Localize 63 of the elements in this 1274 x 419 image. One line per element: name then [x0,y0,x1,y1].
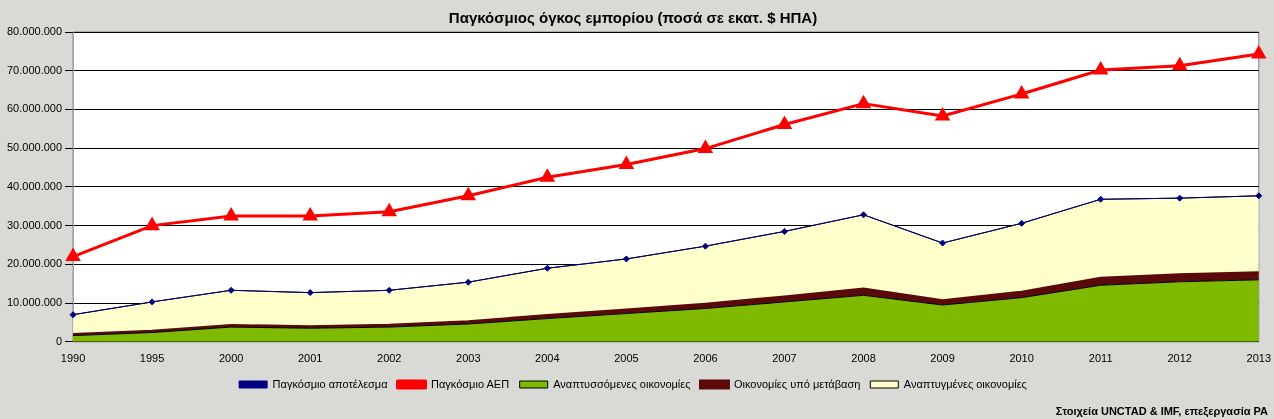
y-tick-label: 80.000.000 [6,25,63,38]
chart-title: Παγκόσμιος όγκος εμπορίου (ποσά σε εκατ. $ ΗΠΑ) [448,9,818,27]
point [622,255,630,263]
text: Στοιχεία UNCTAD & IMF, επεξεργασία PA [1055,405,1268,417]
point [698,141,713,154]
y-tick-label: 10.000.000 [6,296,63,309]
x-tick-label: 1995 [139,352,165,365]
y-tick-label: 30.000.000 [6,218,63,231]
point [543,264,551,272]
x-tick-label: 2011 [1088,352,1113,365]
point [619,156,634,169]
y-tick-label: 40.000.000 [6,179,63,192]
legend-label: Οικονομίες υπό μετάβαση [733,377,861,390]
point [385,286,393,294]
point [1176,194,1184,202]
x-tick-label: 2013 [1246,352,1272,365]
point [1093,62,1108,75]
legend-label: Παγκόσμιο ΑΕΠ [431,377,510,390]
legend-label: Αναπτυσσόμενες οικονομίες [553,377,691,390]
point [777,117,792,130]
point [1018,219,1026,227]
point [1173,58,1187,71]
point [1255,192,1263,200]
point [148,298,156,306]
y-tick-label: 60.000.000 [6,102,63,115]
y-tick-label: 20.000.000 [6,257,63,270]
point [701,242,709,250]
y-tick-label: 50.000.000 [6,141,63,154]
point [303,208,317,221]
legend-label: Παγκόσμιο αποτέλεσμα [272,377,389,390]
x-tick-label: 2005 [614,352,639,365]
y-tick-label: 0 [55,334,63,347]
x-tick-label: 2007 [772,352,797,365]
point [464,278,472,286]
point [780,227,788,235]
y-tick-label: 70.000.000 [6,63,63,76]
x-tick-label: 2002 [377,352,402,365]
x-tick-label: 2008 [851,352,876,365]
x-tick-label: 1990 [60,352,86,365]
point [306,289,314,297]
legend-label: Αναπτυγμένες οικονομίες [903,377,1027,390]
point [227,286,235,294]
x-tick-label: 2003 [456,352,481,365]
x-tick-label: 2000 [218,352,244,365]
point [69,311,77,319]
point [461,188,475,201]
x-tick-label: 2010 [1009,352,1034,365]
point [540,169,555,182]
x-tick-label: 2001 [297,352,323,365]
point [860,211,868,219]
x-tick-label: 2006 [693,352,718,365]
point [1014,86,1029,99]
x-tick-label: 2004 [535,352,560,365]
x-tick-label: 2012 [1167,352,1192,365]
x-tick-label: 2009 [930,352,955,365]
point [939,239,947,247]
point [1252,46,1266,59]
point [1097,195,1105,203]
point [382,204,396,217]
point [224,208,238,221]
point [856,96,871,109]
point [935,108,950,121]
point [145,218,159,231]
